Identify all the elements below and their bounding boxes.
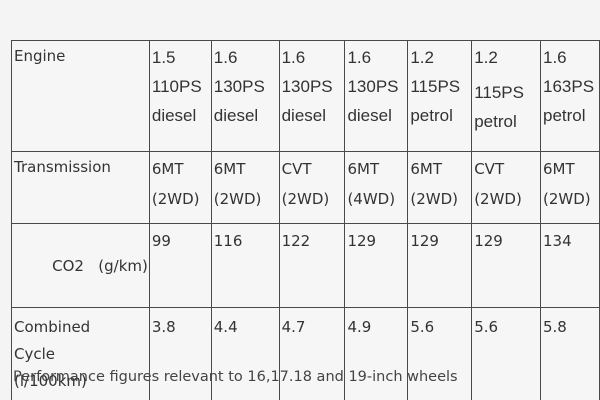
engine-cell: 1.6 130PS diesel (210, 40, 280, 152)
co2-value: 129 (474, 232, 503, 250)
co2-row: CO2 (g/km) 99 116 122 129 129 129 134 (11, 223, 600, 308)
engine-fuel: petrol (410, 106, 453, 125)
engine-row-label: Engine (11, 40, 150, 152)
combined-label-line: (l/100km) (14, 372, 87, 390)
consumption-value: 3.8 (151, 318, 176, 336)
combined-cycle-cell: 4.7 (278, 307, 346, 400)
engine-cell: 1.2 115PS petrol (407, 40, 473, 152)
engine-size: 1.6 (543, 48, 567, 67)
gearbox: CVT (281, 160, 312, 178)
engine-power: 110PS (151, 77, 202, 96)
combined-cycle-cell: 4.9 (344, 307, 409, 400)
drive: (2WD) (151, 190, 200, 208)
consumption-value: 5.6 (474, 318, 499, 336)
transmission-cell: 6MT (2WD) (407, 151, 473, 224)
table-caption: Performance figures relevant to 16,17.18… (13, 369, 458, 385)
engine-size: 1.6 (281, 48, 306, 67)
combined-cycle-cell: 3.8 (148, 307, 212, 400)
consumption-value: 4.4 (213, 318, 238, 336)
drive: (2WD) (281, 190, 330, 208)
gearbox: CVT (474, 160, 505, 178)
transmission-cell: 6MT (2WD) (210, 151, 280, 224)
co2-cell: 116 (210, 223, 280, 308)
consumption-value: 5.8 (543, 318, 567, 336)
engine-fuel: diesel (347, 106, 392, 125)
engine-power: 115PS (410, 77, 461, 96)
co2-value: 129 (410, 232, 439, 250)
co2-cell: 129 (344, 223, 409, 308)
transmission-row-label: Transmission (11, 151, 150, 224)
co2-cell: 134 (540, 223, 600, 308)
engine-power: 115PS (474, 83, 524, 102)
co2-cell: 129 (407, 223, 473, 308)
engine-cell: 1.6 130PS diesel (278, 40, 346, 152)
drive: (2WD) (213, 190, 262, 208)
drive: (2WD) (410, 190, 458, 208)
engine-fuel: diesel (213, 106, 259, 125)
combined-cycle-cell: 4.4 (210, 307, 280, 400)
combined-cycle-row-label: Combined Cycle (l/100km) (11, 307, 150, 400)
transmission-row: Transmission 6MT (2WD) 6MT (2WD) CVT (2W… (11, 151, 600, 224)
engine-power: 130PS (213, 77, 265, 96)
spec-table: Engine 1.5 110PS diesel 1.6 130PS diesel… (11, 40, 600, 400)
drive: (2WD) (543, 190, 591, 208)
engine-fuel: diesel (151, 106, 197, 125)
combined-cycle-cell: 5.8 (540, 307, 600, 400)
engine-size: 1.2 (474, 48, 498, 67)
engine-fuel: petrol (474, 112, 517, 131)
engine-fuel: diesel (281, 106, 327, 125)
co2-value: 122 (281, 232, 311, 250)
transmission-cell: 6MT (4WD) (344, 151, 409, 224)
drive: (2WD) (474, 190, 522, 208)
transmission-cell: 6MT (2WD) (540, 151, 600, 224)
gearbox: 6MT (213, 160, 246, 178)
engine-size: 1.6 (347, 48, 372, 67)
co2-cell: 122 (278, 223, 346, 308)
co2-cell: 129 (471, 223, 541, 308)
co2-value: 99 (151, 232, 171, 250)
consumption-value: 5.6 (410, 318, 435, 336)
engine-cell: 1.6 163PS petrol (540, 40, 600, 152)
gearbox: 6MT (543, 160, 575, 178)
engine-row: Engine 1.5 110PS diesel 1.6 130PS diesel… (11, 40, 600, 152)
gearbox: 6MT (347, 160, 380, 178)
engine-cell: 1.5 110PS diesel (148, 40, 212, 152)
gearbox: 6MT (151, 160, 184, 178)
combined-cycle-row: Combined Cycle (l/100km) 3.8 4.4 4.7 4.9… (11, 307, 600, 400)
consumption-value: 4.9 (347, 318, 372, 336)
co2-value: 129 (347, 232, 377, 250)
engine-size: 1.5 (151, 48, 176, 67)
co2-value: 134 (543, 232, 572, 250)
co2-cell: 99 (148, 223, 212, 308)
gearbox: 6MT (410, 160, 442, 178)
transmission-cell: CVT (2WD) (278, 151, 346, 224)
engine-size: 1.6 (213, 48, 238, 67)
transmission-cell: 6MT (2WD) (148, 151, 212, 224)
co2-value: 116 (213, 232, 243, 250)
engine-cell: 1.2 115PS petrol (471, 40, 541, 152)
co2-label: CO2 (g/km) (52, 257, 148, 275)
engine-power: 130PS (281, 77, 333, 96)
engine-power: 130PS (347, 77, 399, 96)
engine-label: Engine (14, 47, 66, 65)
drive: (4WD) (347, 190, 396, 208)
combined-label-line: Cycle (14, 345, 55, 363)
co2-row-label: CO2 (g/km) (11, 223, 150, 308)
engine-cell: 1.6 130PS diesel (344, 40, 409, 152)
combined-label-line: Combined (14, 318, 91, 336)
engine-power: 163PS (543, 77, 595, 96)
engine-size: 1.2 (410, 48, 434, 67)
engine-fuel: petrol (543, 106, 586, 125)
consumption-value: 4.7 (281, 318, 306, 336)
combined-cycle-cell: 5.6 (407, 307, 473, 400)
combined-cycle-cell: 5.6 (471, 307, 541, 400)
transmission-label: Transmission (14, 158, 111, 176)
transmission-cell: CVT (2WD) (471, 151, 541, 224)
